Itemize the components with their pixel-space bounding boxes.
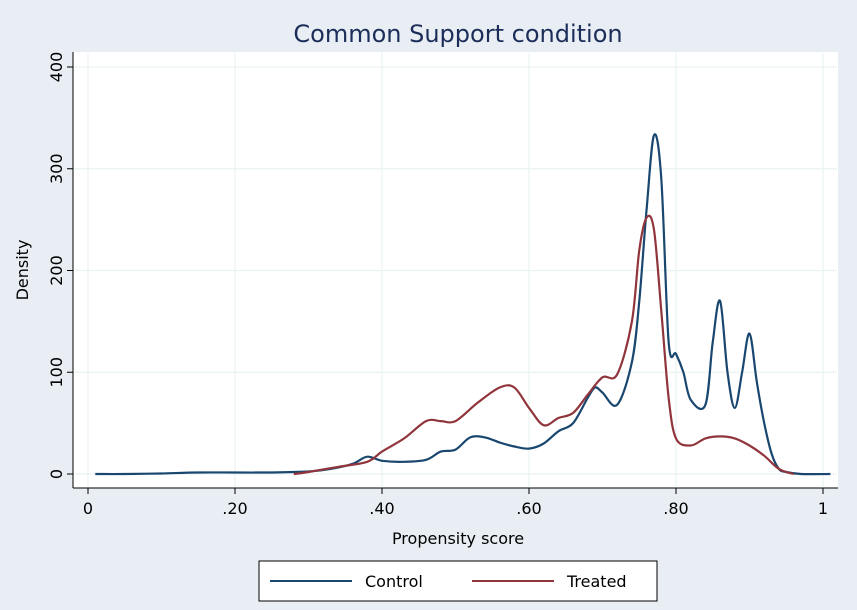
y-tick-label-1: 100	[47, 357, 66, 388]
x-tick-label-5: 1	[818, 499, 828, 518]
y-axis-title: Density	[13, 240, 32, 301]
y-tick-label-3: 300	[47, 153, 66, 184]
legend-label-control: Control	[365, 572, 423, 591]
y-tick-label-0: 0	[47, 469, 66, 479]
axes: 0 .20 .40 .60 .80 1 0 100 200 300 400	[47, 52, 838, 518]
chart-title: Common Support condition	[293, 20, 622, 48]
x-tick-label-1: .20	[222, 499, 247, 518]
y-tick-label-4: 400	[47, 52, 66, 83]
y-tick-label-2: 200	[47, 255, 66, 286]
gridlines	[74, 53, 837, 487]
x-axis-title: Propensity score	[392, 529, 524, 548]
legend-label-treated: Treated	[566, 572, 627, 591]
x-tick-label-4: .80	[663, 499, 688, 518]
series-line-control	[95, 133, 831, 476]
x-tick-label-2: .40	[369, 499, 394, 518]
series-group	[95, 133, 831, 476]
series-line-treated	[293, 214, 794, 476]
x-tick-label-3: .60	[516, 499, 541, 518]
x-tick-label-0: 0	[83, 499, 93, 518]
legend: Control Treated	[258, 560, 658, 602]
